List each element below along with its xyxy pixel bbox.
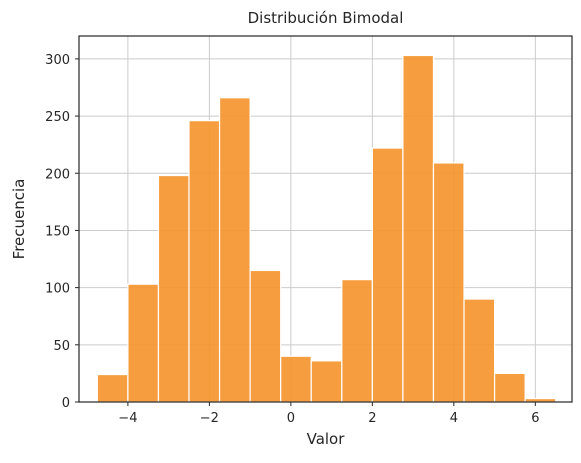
x-tick-label: −2	[200, 411, 219, 426]
histogram-bar	[280, 355, 312, 403]
chart-title: Distribución Bimodal	[248, 9, 404, 27]
histogram-bar	[188, 120, 221, 403]
y-tick-label: 150	[45, 224, 70, 239]
x-tick-label: 2	[368, 411, 376, 426]
histogram-bar	[157, 174, 190, 403]
histogram-bar	[493, 372, 526, 403]
y-tick-label: 300	[45, 53, 70, 68]
y-tick-label: 50	[53, 339, 70, 354]
histogram-bar	[341, 279, 373, 403]
histogram-bar	[402, 54, 435, 403]
y-tick-label: 0	[62, 396, 70, 411]
histogram-bar	[432, 162, 465, 403]
histogram-bar	[310, 360, 343, 403]
histogram-bar	[96, 373, 129, 403]
plot-frame	[78, 35, 573, 403]
x-tick-label: 0	[287, 411, 295, 426]
x-tick-label: 4	[450, 411, 458, 426]
y-tick-label: 200	[45, 167, 70, 182]
x-axis-label: Valor	[307, 430, 346, 448]
x-tick-label: 6	[531, 411, 539, 426]
histogram-bar	[371, 147, 404, 403]
y-axis-label: Frecuencia	[10, 179, 28, 260]
y-tick-label: 250	[45, 110, 70, 125]
histogram-bar	[463, 298, 496, 403]
histogram-bar	[127, 283, 160, 403]
x-axis-ticks: −4 −2 0 2 4 6	[118, 402, 539, 426]
x-tick-label: −4	[118, 411, 137, 426]
histogram-bar	[249, 269, 282, 403]
y-tick-label: 100	[45, 282, 70, 297]
y-axis-ticks: 0 50 100 150 200 250 300	[45, 53, 79, 411]
histogram-bars	[96, 54, 557, 403]
histogram-bar	[218, 97, 251, 403]
